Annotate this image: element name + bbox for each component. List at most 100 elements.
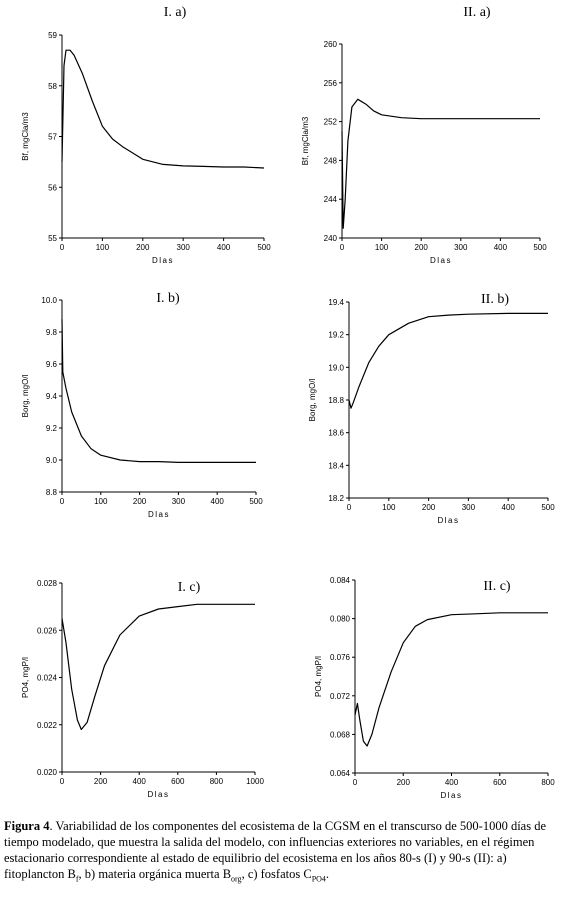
y-tick-label: 0.026 bbox=[37, 626, 58, 635]
x-tick-label: 300 bbox=[177, 243, 191, 252]
y-tick-label: 248 bbox=[324, 156, 338, 165]
y-tick-label: 0.076 bbox=[330, 653, 351, 662]
y-axis-label: PO4, mgP/l bbox=[21, 657, 30, 698]
y-tick-label: 0.022 bbox=[37, 721, 58, 730]
x-tick-label: 1000 bbox=[246, 777, 264, 786]
y-axis-label: Bf, mgCla/m3 bbox=[21, 112, 30, 161]
y-tick-label: 0.020 bbox=[37, 768, 58, 777]
x-tick-label: 400 bbox=[445, 778, 459, 787]
y-axis-label: Borg, mgO/l bbox=[308, 378, 317, 421]
y-axis-label: PO4, mgP/l bbox=[314, 656, 323, 697]
x-tick-label: 300 bbox=[462, 503, 476, 512]
y-tick-label: 0.064 bbox=[330, 769, 351, 778]
caption-text-2: , b) materia orgánica muerta B bbox=[78, 867, 232, 881]
caption-sub-f: f bbox=[75, 874, 79, 884]
x-tick-label: 400 bbox=[502, 503, 516, 512]
chart-title: II. c) bbox=[483, 579, 511, 594]
x-tick-label: 0 bbox=[60, 243, 65, 252]
x-tick-label: 0 bbox=[60, 777, 65, 786]
y-tick-label: 19.2 bbox=[328, 331, 344, 340]
x-tick-label: 0 bbox=[347, 503, 352, 512]
x-axis-label: Dlas bbox=[440, 791, 462, 800]
caption-text-1: . Variabilidad de los componentes del ec… bbox=[4, 819, 547, 881]
chart-Ib: 0 100 200 300 400 500 8.8 9.0 9.2 9.4 9.6 9.8 10.0 Dl… bbox=[21, 291, 263, 519]
x-tick-label: 300 bbox=[454, 243, 468, 252]
chart-Ia: 0 100 200 300 400 500 55 56 57 58 59 Dlas Bf, mgCla/… bbox=[21, 5, 271, 265]
x-tick-label: 500 bbox=[249, 497, 263, 506]
chart-title: II. a) bbox=[463, 5, 491, 20]
x-tick-label: 400 bbox=[217, 243, 231, 252]
x-axis-label: Dlas bbox=[152, 256, 174, 265]
y-tick-label: 57 bbox=[48, 133, 57, 142]
chart-IIb: 0 100 200 300 400 500 18.2 18.4 18.6 18.8 19.0 19.2… bbox=[308, 292, 555, 525]
y-tick-label: 18.8 bbox=[328, 396, 344, 405]
caption-text-4: . bbox=[325, 867, 330, 881]
y-tick-label: 9.2 bbox=[46, 424, 58, 433]
x-tick-label: 0 bbox=[60, 497, 65, 506]
y-tick-label: 9.4 bbox=[46, 392, 58, 401]
y-tick-label: 18.4 bbox=[328, 461, 344, 470]
x-tick-label: 800 bbox=[541, 778, 555, 787]
series-line bbox=[61, 49, 265, 169]
y-tick-label: 252 bbox=[324, 118, 338, 127]
series-line bbox=[348, 312, 548, 409]
caption-text-3: , c) fosfatos C bbox=[241, 867, 312, 881]
x-tick-label: 100 bbox=[375, 243, 389, 252]
chart-IIc: 0 200 400 600 800 0.064 0.068 0.072 0.076 0.080 0.… bbox=[314, 576, 555, 800]
y-tick-label: 244 bbox=[324, 195, 338, 204]
y-tick-label: 0.080 bbox=[330, 615, 351, 624]
series-line bbox=[61, 319, 256, 463]
y-tick-label: 0.068 bbox=[330, 730, 351, 739]
y-tick-label: 0.072 bbox=[330, 692, 351, 701]
y-tick-label: 10.0 bbox=[41, 296, 57, 305]
x-tick-label: 100 bbox=[96, 243, 110, 252]
x-tick-label: 300 bbox=[172, 497, 186, 506]
y-axis-label: Bf, mgCla/m3 bbox=[301, 116, 310, 165]
caption-sub-po4: PO4 bbox=[311, 874, 326, 884]
chart-title: I. a) bbox=[164, 5, 187, 20]
x-tick-label: 400 bbox=[211, 497, 225, 506]
x-tick-label: 0 bbox=[340, 243, 345, 252]
chart-title: I. c) bbox=[178, 580, 201, 595]
x-tick-label: 200 bbox=[397, 778, 411, 787]
x-tick-label: 400 bbox=[133, 777, 147, 786]
y-tick-label: 256 bbox=[324, 79, 338, 88]
x-tick-label: 200 bbox=[422, 503, 436, 512]
y-tick-label: 9.8 bbox=[46, 328, 58, 337]
y-tick-label: 0.084 bbox=[330, 576, 351, 585]
x-axis-label: Dlas bbox=[437, 516, 459, 525]
x-axis-label: Dlas bbox=[430, 256, 452, 265]
x-tick-label: 500 bbox=[257, 243, 271, 252]
y-tick-label: 19.4 bbox=[328, 298, 344, 307]
y-tick-label: 240 bbox=[324, 234, 338, 243]
y-tick-label: 19.0 bbox=[328, 363, 344, 372]
y-tick-label: 18.2 bbox=[328, 494, 344, 503]
x-tick-label: 500 bbox=[541, 503, 555, 512]
x-tick-label: 0 bbox=[353, 778, 358, 787]
chart-title: II. b) bbox=[481, 292, 509, 307]
y-tick-label: 0.028 bbox=[37, 579, 58, 588]
figure-caption: Figura 4. Variabilidad de los componente… bbox=[4, 818, 564, 888]
x-tick-label: 200 bbox=[133, 497, 147, 506]
caption-label: Figura 4 bbox=[4, 819, 50, 833]
y-tick-label: 0.024 bbox=[37, 674, 58, 683]
series-line bbox=[341, 98, 540, 229]
y-tick-label: 59 bbox=[48, 31, 57, 40]
y-tick-label: 9.0 bbox=[46, 456, 58, 465]
chart-title: I. b) bbox=[156, 291, 180, 306]
y-tick-label: 58 bbox=[48, 82, 57, 91]
chart-Ic: 0 200 400 600 800 1000 0.020 0.022 0.024 0.026 0.0… bbox=[21, 579, 264, 799]
x-tick-label: 100 bbox=[94, 497, 108, 506]
y-tick-label: 9.6 bbox=[46, 360, 58, 369]
x-axis-label: Dlas bbox=[148, 510, 170, 519]
x-tick-label: 100 bbox=[382, 503, 396, 512]
y-axis-label: Borg, mgO/l bbox=[21, 374, 30, 417]
y-tick-label: 8.8 bbox=[46, 488, 58, 497]
y-tick-label: 18.6 bbox=[328, 429, 344, 438]
y-tick-label: 260 bbox=[324, 40, 338, 49]
series-line bbox=[354, 612, 548, 747]
chart-IIa: 0 100 200 300 400 500 240 244 248 252 256 260 Dlas Bf… bbox=[301, 5, 547, 265]
x-tick-label: 800 bbox=[210, 777, 224, 786]
x-tick-label: 500 bbox=[533, 243, 547, 252]
